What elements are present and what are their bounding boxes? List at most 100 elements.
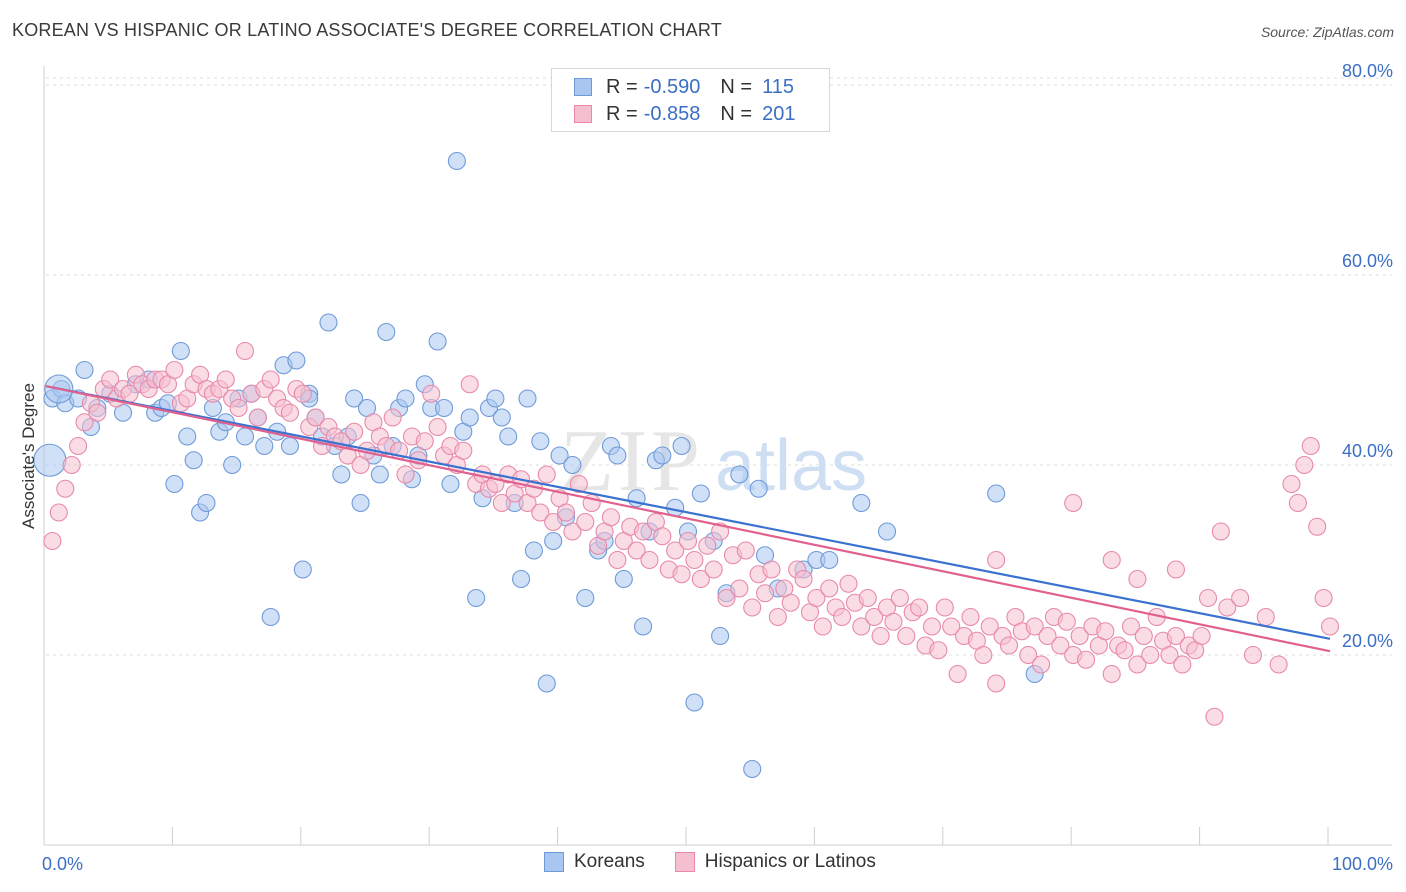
hispanic-point [813,617,832,636]
hispanic-point [56,479,75,498]
bottom-legend: Koreans Hispanics or Latinos [544,851,906,873]
x-tick-label-max: 100.0% [1332,854,1393,874]
hispanic-point [1218,598,1237,617]
hispanic-point [974,645,993,665]
hispanic-point [833,607,852,627]
hispanic-point [608,550,627,570]
hispanic-point [544,512,563,532]
hispanic-point [280,403,300,422]
hispanic-point [987,550,1006,570]
korean-point [441,474,460,494]
hispanic-point [1295,455,1314,475]
hispanic-point [1038,626,1057,646]
hispanic-point [1032,655,1051,674]
korean-point [235,427,255,446]
hispanic-point [62,455,81,475]
hispanic-point [261,370,280,389]
bottom-legend-hispanics: Hispanics or Latinos [674,851,876,873]
hispanic-point [807,588,826,608]
hispanic-point [1160,645,1179,665]
hispanic-point [216,370,235,389]
hispanic-point [601,508,621,527]
hispanic-point [248,408,267,427]
hispanic-point [415,432,434,451]
legend-r-value: -0.858 [643,102,701,125]
hispanic-point [871,626,890,646]
hispanic-point [794,569,813,589]
korean-point [672,436,691,456]
hispanic-point [942,617,961,636]
hispanic-point [1198,588,1218,608]
korean-point [653,446,672,465]
hispanic-point [1115,641,1134,660]
hispanic-point [229,398,248,418]
y-tick-label: 80.0% [1342,61,1393,81]
korean-point [685,693,704,712]
hispanic-point [537,465,556,484]
korean-point [987,484,1006,503]
legend-swatch-hispanics [574,105,592,123]
hispanic-point [1288,493,1307,513]
hispanic-point [428,417,447,437]
korean-point [75,360,94,380]
hispanic-point [1121,617,1141,636]
hispanic-point [1269,655,1288,674]
hispanic-point [672,565,691,584]
hispanic-point [383,408,402,427]
legend-n-label: N = [720,75,753,98]
hispanic-point [1019,645,1038,665]
korean-point [165,474,184,494]
hispanic-point [531,503,550,522]
bottom-legend-label-hispanics: Hispanics or Latinos [704,851,876,872]
hispanic-point [1173,655,1192,674]
hispanic-point [396,465,415,484]
hispanic-point [576,512,595,532]
korean-point [377,322,396,342]
bottom-legend-label-koreans: Koreans [574,851,645,872]
hispanic-point [999,636,1019,655]
korean-point-large [33,443,67,477]
hispanic-point [293,384,312,403]
korean-point [351,493,370,513]
hispanic-point [1314,588,1333,608]
hispanic-point [730,579,749,598]
korean-point [293,560,312,579]
hispanic-point [820,579,839,598]
korean-point [178,427,197,446]
hispanic-point [1051,636,1070,655]
korean-point [434,398,454,418]
hispanic-point [704,560,723,579]
hispanic-point [1243,645,1263,665]
hispanic-point [1134,626,1153,646]
korean-point [370,465,389,484]
hispanic-point [69,436,88,456]
bottom-legend-swatch-hispanics [674,852,695,872]
hispanic-point [165,360,184,380]
legend-row-hispanics: R = -0.858 N = 201 [574,102,795,126]
legend-r-value: -0.590 [643,75,701,98]
hispanic-point [685,550,704,570]
korean-point [287,351,306,370]
hispanic-point [556,503,576,522]
hispanic-point [306,408,325,427]
korean-point [467,588,486,608]
x-tick-label-min: 0.0% [42,854,83,874]
hispanic-point [338,446,357,465]
y-tick-label: 20.0% [1342,631,1393,651]
hispanic-point [717,588,736,608]
korean-point [852,493,871,513]
hispanic-point [492,493,511,513]
hispanic-point [1076,650,1096,669]
hispanic-point [1308,517,1327,536]
hispanic-point [75,413,94,432]
hispanic-point [910,598,929,617]
hispanic-point [422,384,441,403]
legend-swatch-koreans [574,78,592,96]
korean-point [396,389,415,408]
korean-point [492,408,511,427]
hispanic-point [1128,569,1147,589]
hispanic-point [929,641,948,660]
korean-point [537,674,556,693]
korean-point [499,427,518,446]
